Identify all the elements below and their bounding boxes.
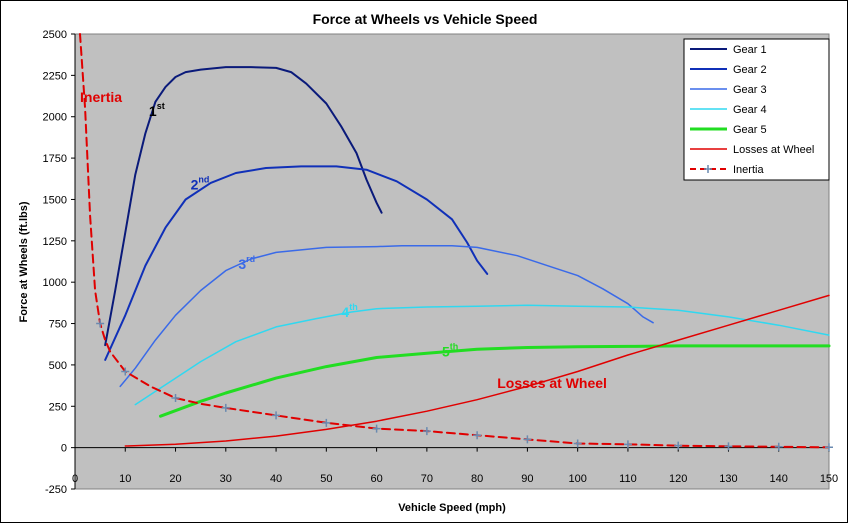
legend-label: Inertia	[733, 164, 764, 176]
annotation-text: 3	[238, 256, 246, 272]
y-tick-label: 1500	[43, 194, 67, 206]
data-point-marker	[825, 443, 833, 452]
annotation-text: Losses at Wheel	[497, 375, 607, 391]
series-gear-3	[119, 245, 654, 388]
series-gear-2	[104, 165, 489, 361]
x-tick-label: 140	[770, 473, 788, 485]
legend-label: Gear 4	[733, 104, 767, 116]
legend-item: Inertia	[690, 164, 764, 176]
series-gear-5	[159, 344, 831, 418]
series-annotation: 5th	[442, 342, 458, 360]
data-point-marker	[121, 367, 130, 376]
legend-label: Gear 1	[733, 44, 767, 56]
x-tick-label: 90	[521, 473, 533, 485]
series-line	[119, 245, 654, 388]
series-losses-at-wheel	[124, 294, 830, 447]
series-annotation: 3rd	[238, 254, 255, 272]
data-point-marker	[171, 394, 180, 402]
data-point-marker	[623, 440, 632, 449]
data-point-marker	[96, 319, 105, 328]
y-tick-label: 1750	[43, 153, 67, 165]
legend-label: Losses at Wheel	[733, 144, 814, 156]
y-tick-label: 1250	[43, 236, 67, 248]
data-point-marker	[422, 427, 431, 436]
x-tick-label: 100	[568, 473, 586, 485]
x-tick-label: 130	[719, 473, 737, 485]
data-point-marker	[372, 424, 381, 433]
legend-label: Gear 3	[733, 84, 767, 96]
legend: Gear 1 Gear 2 Gear 3 Gear 4 Gear 5 Losses at …	[683, 38, 830, 181]
series-annotation: Losses at Wheel	[497, 375, 607, 391]
legend-item: Losses at Wheel	[690, 144, 814, 156]
x-tick-label: 120	[669, 473, 687, 485]
series-annotation: 4th	[341, 302, 357, 320]
y-tick-label: 1000	[43, 277, 67, 289]
y-tick-label: 500	[49, 360, 67, 372]
x-tick-label: 30	[220, 473, 232, 485]
series-line	[134, 304, 830, 406]
series-line	[104, 165, 489, 361]
series-annotation: 2nd	[191, 175, 210, 193]
y-tick-label: -250	[45, 484, 67, 496]
legend-item: Gear 4	[690, 104, 767, 116]
data-point-marker	[724, 442, 733, 451]
x-tick-label: 150	[820, 473, 838, 485]
data-point-marker	[774, 442, 783, 451]
x-axis-title: Vehicle Speed (mph)	[398, 502, 506, 514]
x-tick-label: 40	[270, 473, 282, 485]
data-point-marker	[573, 439, 582, 448]
legend-label: Gear 5	[733, 124, 767, 136]
data-point-marker	[523, 435, 532, 444]
data-point-marker	[674, 441, 683, 450]
y-tick-label: 750	[49, 319, 67, 331]
legend-item: Gear 1	[690, 44, 767, 56]
series-gear-1	[104, 66, 383, 347]
annotation-superscript: st	[157, 101, 165, 111]
series-inertia	[79, 33, 833, 452]
y-axis-title: Force at Wheels (ft.lbs)	[18, 201, 30, 322]
y-tick-label: 2000	[43, 112, 67, 124]
annotation-superscript: th	[349, 302, 358, 312]
data-point-marker	[322, 418, 331, 427]
series-annotation: 1st	[149, 101, 165, 119]
x-tick-label: 70	[421, 473, 433, 485]
y-tick-label: 2500	[43, 29, 67, 41]
y-tick-label: 2250	[43, 70, 67, 82]
series-line	[159, 344, 831, 418]
annotation-text: 2	[191, 177, 199, 193]
x-tick-label: 60	[370, 473, 382, 485]
x-tick-label: 0	[72, 473, 78, 485]
annotation-text: 5	[442, 344, 450, 360]
series-annotation: Inertia	[80, 89, 122, 105]
series-line	[124, 294, 830, 447]
data-point-marker	[272, 411, 281, 420]
legend-label: Gear 2	[733, 64, 767, 76]
y-tick-label: 0	[61, 443, 67, 455]
annotation-superscript: th	[450, 342, 459, 352]
annotation-text: 1	[149, 103, 157, 119]
legend-item: Gear 5	[690, 124, 767, 136]
legend-marker	[704, 165, 712, 173]
annotation-superscript: nd	[198, 175, 209, 185]
x-tick-label: 50	[320, 473, 332, 485]
x-tick-label: 10	[119, 473, 131, 485]
x-tick-label: 110	[619, 473, 637, 485]
chart-title: Force at Wheels vs Vehicle Speed	[313, 11, 538, 27]
data-point-marker	[473, 431, 482, 440]
data-point-marker	[221, 403, 230, 412]
x-tick-label: 20	[169, 473, 181, 485]
series-line	[104, 66, 383, 347]
series-gear-4	[134, 304, 830, 406]
x-tick-label: 80	[471, 473, 483, 485]
series-layer	[79, 33, 833, 452]
y-tick-label: 250	[49, 401, 67, 413]
annotation-text: 4	[341, 304, 349, 320]
legend-item: Gear 2	[690, 64, 767, 76]
legend-item: Gear 3	[690, 84, 767, 96]
annotation-superscript: rd	[246, 254, 255, 264]
annotation-text: Inertia	[80, 89, 122, 105]
axes: -250025050075010001250150017502000225025…	[43, 29, 839, 496]
